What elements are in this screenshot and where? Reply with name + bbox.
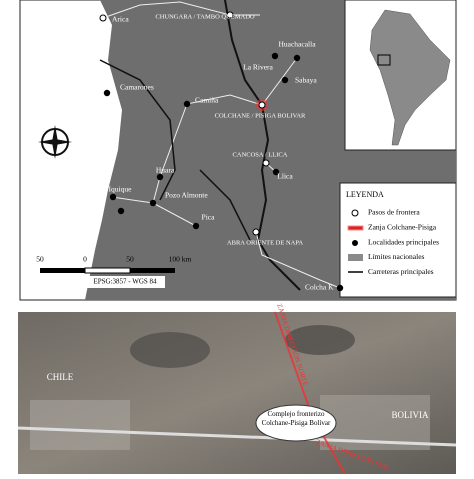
place-label: Pozo Almonte: [165, 191, 208, 200]
scale-label: 100 km: [169, 255, 192, 264]
locality: [281, 76, 289, 84]
compass: [38, 125, 72, 159]
border-crossing: [262, 159, 270, 167]
place-label: CANCOSA / LLICA: [233, 151, 288, 158]
satellite-label: Complejo fronterizo Colchane-Pisiga Bolív…: [262, 410, 331, 427]
place-label: Pica: [202, 213, 216, 222]
border-crossing: [252, 228, 260, 236]
scale-label: 50: [36, 255, 44, 264]
place-label: Huachacalla: [278, 40, 316, 49]
place-label: Alto Hospicio: [44, 208, 87, 217]
satellite-label: CHILE: [47, 372, 74, 382]
locality: [103, 89, 111, 97]
place-label: Iquique: [109, 185, 133, 194]
locality: [293, 54, 301, 62]
legend-item: Límites nacionales: [368, 252, 425, 261]
legend-title: LEYENDA: [346, 190, 384, 199]
legend: [339, 182, 457, 298]
locality: [272, 168, 280, 176]
place-label: Arica: [112, 15, 129, 24]
national-border: [224, 0, 301, 291]
locality: [183, 100, 191, 108]
place-label: ABRA ORIENTE DE NAPA: [227, 239, 303, 246]
locality: [149, 199, 157, 207]
locality: [271, 52, 279, 60]
highways: [99, 59, 251, 241]
scale-label: 50: [126, 255, 134, 264]
locality: [109, 193, 117, 201]
place-label: La Rivera: [243, 63, 273, 72]
satellite-image: [17, 311, 457, 475]
scale-bar: [40, 267, 175, 288]
scale-label: 0: [83, 255, 87, 264]
locality: [336, 284, 344, 292]
border-crossing: [99, 14, 107, 22]
legend-item: Pasos de frontera: [368, 208, 420, 217]
overview-map: [19, 0, 457, 301]
locality: [156, 173, 164, 181]
legend-item: Zanja Colchane-Pisiga: [368, 223, 437, 232]
place-label: Camiña: [195, 96, 219, 105]
border-crossing: [226, 11, 234, 19]
place-label: Camarones: [120, 83, 154, 92]
legend-item: Carreteras principales: [368, 267, 434, 276]
place-label: Colcha K: [305, 283, 334, 292]
inset-map: [344, 0, 457, 151]
place-label: Sabaya: [295, 76, 317, 85]
place-label: CHACALLUTA: [40, 0, 84, 7]
border-crossing: [258, 101, 266, 109]
locality: [192, 222, 200, 230]
satellite-label: BOLIVIA: [392, 410, 429, 420]
place-label: Huara: [156, 166, 175, 175]
place-label: COLCHANE / PISIGA BOLIVAR: [215, 112, 306, 119]
legend-item: Localidades principales: [368, 237, 439, 246]
projection: EPSG:3857 - WGS 84: [93, 278, 157, 286]
place-label: Llica: [277, 172, 293, 181]
place-label: CHUNGARA / TAMBO QUEMADO: [155, 13, 255, 20]
locality: [117, 207, 125, 215]
